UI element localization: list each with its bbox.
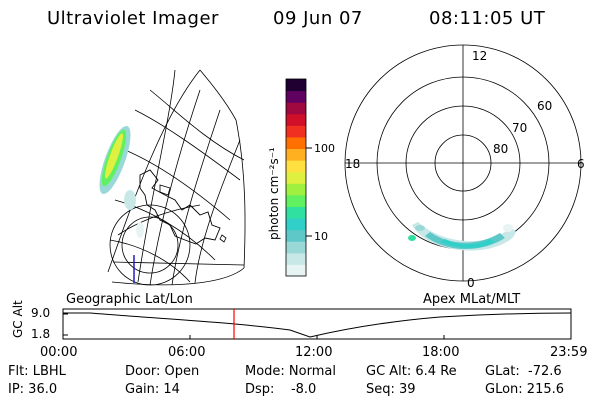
- colorbar-segment: [286, 125, 306, 138]
- glon-info: GLon: 215.6: [485, 382, 565, 397]
- colorbar: [286, 79, 306, 277]
- dsp-info: Dsp: -8.0: [245, 382, 317, 397]
- timeline-x-tick-1200: 12:00: [295, 345, 333, 360]
- mlt-label-0: 0: [467, 276, 475, 290]
- colorbar-segment: [286, 79, 306, 92]
- timeline-x-tick-0600: 06:00: [168, 345, 206, 360]
- colorbar-segment: [286, 171, 306, 184]
- polar-aurora-emission: [408, 222, 516, 251]
- image-time: 08:11:05 UT: [429, 8, 546, 29]
- colorbar-segment: [286, 113, 306, 126]
- mode-info: Mode: Normal: [245, 364, 336, 379]
- left-aurora-emission: [99, 125, 144, 238]
- colorbar-segment: [286, 194, 306, 207]
- timeline-y-label: GC Alt: [11, 300, 25, 338]
- polar-plot: [344, 44, 582, 282]
- colorbar-segment: [286, 264, 306, 277]
- colorbar-segment: [286, 102, 306, 115]
- mlt-label-6: 6: [577, 157, 585, 171]
- colorbar-label-100: 100: [314, 142, 335, 155]
- colorbar-segment: [286, 160, 306, 173]
- mlt-label-12: 12: [472, 49, 487, 63]
- colorbar-segment: [286, 183, 306, 196]
- timeline-y-tick-bottom: 1.8: [31, 327, 51, 341]
- filter-info: Flt: LBHL: [8, 364, 66, 379]
- colorbar-frame: [285, 78, 307, 277]
- colorbar-segment: [286, 206, 306, 219]
- seq-info: Seq: 39: [366, 382, 416, 397]
- orbit-timeline: [62, 308, 572, 340]
- ip-info: IP: 36.0: [8, 382, 58, 397]
- mlat-label-80: 80: [493, 142, 508, 156]
- colorbar-segment: [286, 241, 306, 254]
- altitude-curve: [63, 312, 572, 338]
- colorbar-segment: [286, 90, 306, 103]
- left-map-label: Geographic Lat/Lon: [66, 292, 193, 307]
- timeline-x-tick-0000: 00:00: [40, 345, 78, 360]
- timeline-x-tick-1800: 18:00: [422, 345, 460, 360]
- door-info: Door: Open: [125, 364, 200, 379]
- glat-info: GLat: -72.6: [485, 364, 562, 379]
- timeline-x-tick-2359: 23:59: [550, 345, 588, 360]
- mlat-label-60: 60: [537, 99, 552, 113]
- colorbar-label-10: 10: [314, 230, 328, 243]
- geographic-map: [107, 69, 246, 286]
- gc-alt-info: GC Alt: 6.4 Re: [366, 364, 457, 379]
- mlt-label-18: 18: [345, 157, 360, 171]
- polar-plot-label: Apex MLat/MLT: [423, 292, 521, 307]
- colorbar-segment: [286, 252, 306, 265]
- mlat-label-70: 70: [512, 121, 527, 135]
- colorbar-segment: [286, 218, 306, 231]
- colorbar-unit-label: photon cm⁻²s⁻¹: [267, 147, 281, 240]
- colorbar-segment: [286, 136, 306, 150]
- timeline-frame: [62, 308, 572, 340]
- colorbar-segment: [286, 148, 306, 161]
- colorbar-segment: [286, 229, 306, 242]
- timeline-y-tick-top: 9.0: [31, 306, 51, 320]
- instrument-title: Ultraviolet Imager: [47, 8, 219, 29]
- gain-info: Gain: 14: [125, 382, 180, 397]
- image-date: 09 Jun 07: [273, 8, 363, 29]
